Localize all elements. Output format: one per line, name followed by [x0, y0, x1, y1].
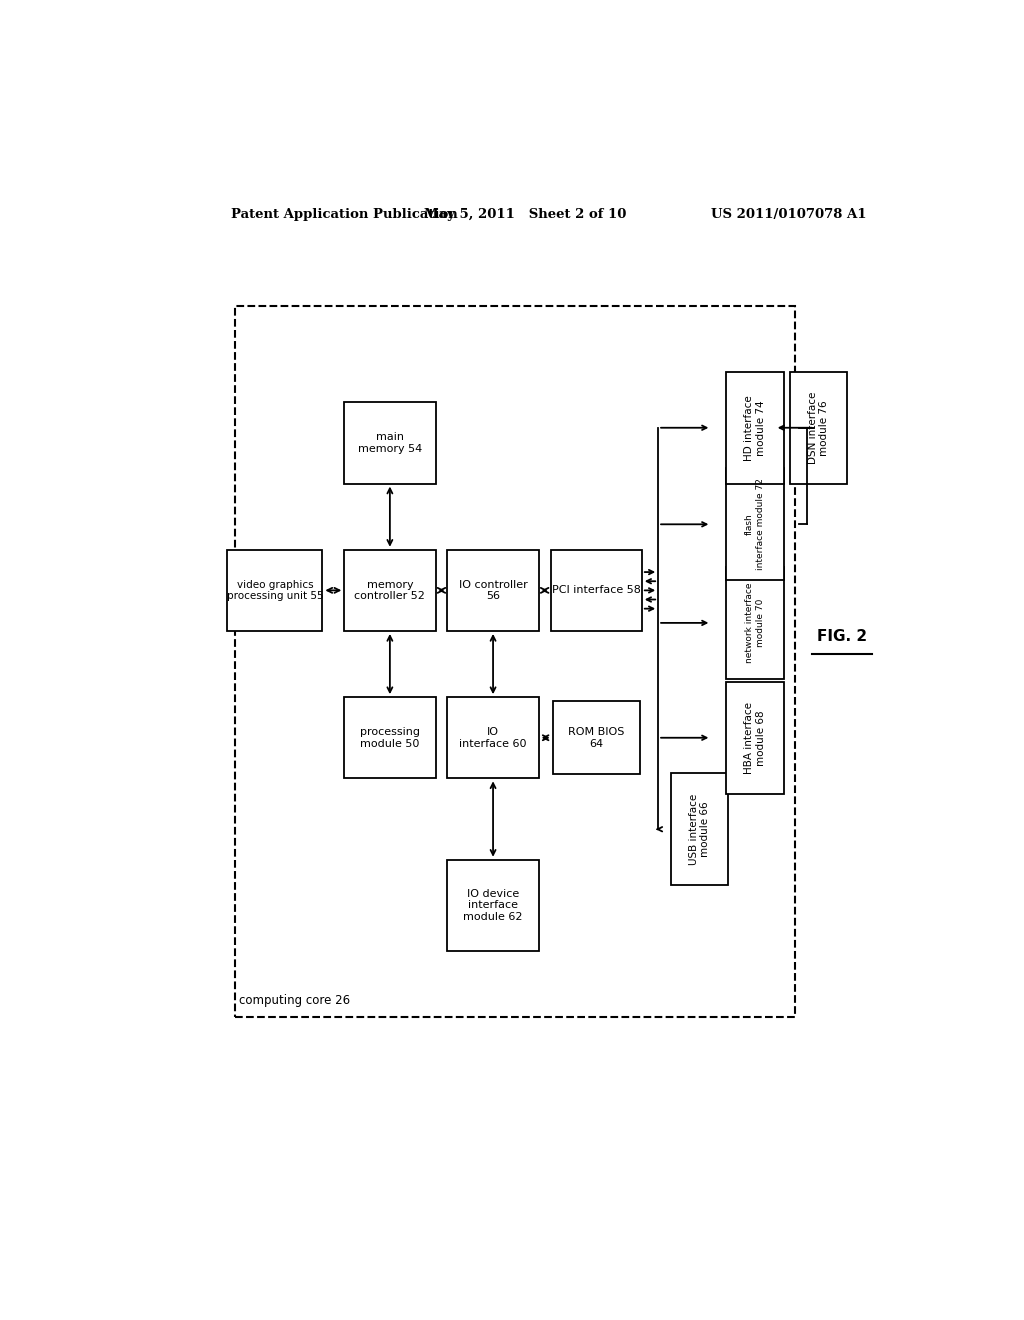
Text: IO controller
56: IO controller 56 — [459, 579, 527, 601]
Text: ROM BIOS
64: ROM BIOS 64 — [568, 727, 625, 748]
Text: FIG. 2: FIG. 2 — [817, 628, 867, 644]
Bar — [671, 774, 728, 886]
Bar — [551, 549, 642, 631]
Bar — [447, 549, 539, 631]
Bar — [726, 682, 783, 793]
Bar — [726, 469, 783, 581]
Bar — [344, 549, 435, 631]
Text: HBA interface
module 68: HBA interface module 68 — [744, 702, 766, 774]
Bar — [344, 697, 435, 779]
Text: Patent Application Publication: Patent Application Publication — [231, 207, 458, 220]
Bar — [447, 859, 539, 952]
Bar — [236, 306, 795, 1018]
Text: video graphics
processing unit 55: video graphics processing unit 55 — [226, 579, 324, 601]
Text: memory
controller 52: memory controller 52 — [354, 579, 425, 601]
Bar — [726, 568, 783, 678]
Bar — [726, 372, 783, 483]
Bar — [447, 697, 539, 779]
Bar — [227, 549, 323, 631]
Text: main
memory 54: main memory 54 — [357, 432, 422, 454]
Text: HD interface
module 74: HD interface module 74 — [744, 395, 766, 461]
Text: USB interface
module 66: USB interface module 66 — [688, 793, 711, 865]
Text: PCI interface 58: PCI interface 58 — [552, 585, 641, 595]
Text: DSN interface
module 76: DSN interface module 76 — [808, 392, 829, 463]
Text: May 5, 2011   Sheet 2 of 10: May 5, 2011 Sheet 2 of 10 — [424, 207, 626, 220]
Text: IO
interface 60: IO interface 60 — [460, 727, 526, 748]
Text: IO device
interface
module 62: IO device interface module 62 — [463, 888, 523, 923]
Text: flash
interface module 72: flash interface module 72 — [745, 478, 765, 570]
Bar — [553, 701, 640, 775]
Bar — [344, 403, 435, 483]
Text: processing
module 50: processing module 50 — [359, 727, 420, 748]
Text: computing core 26: computing core 26 — [240, 994, 350, 1007]
Text: US 2011/0107078 A1: US 2011/0107078 A1 — [711, 207, 866, 220]
Bar — [790, 372, 847, 483]
Text: network interface
module 70: network interface module 70 — [745, 582, 765, 663]
